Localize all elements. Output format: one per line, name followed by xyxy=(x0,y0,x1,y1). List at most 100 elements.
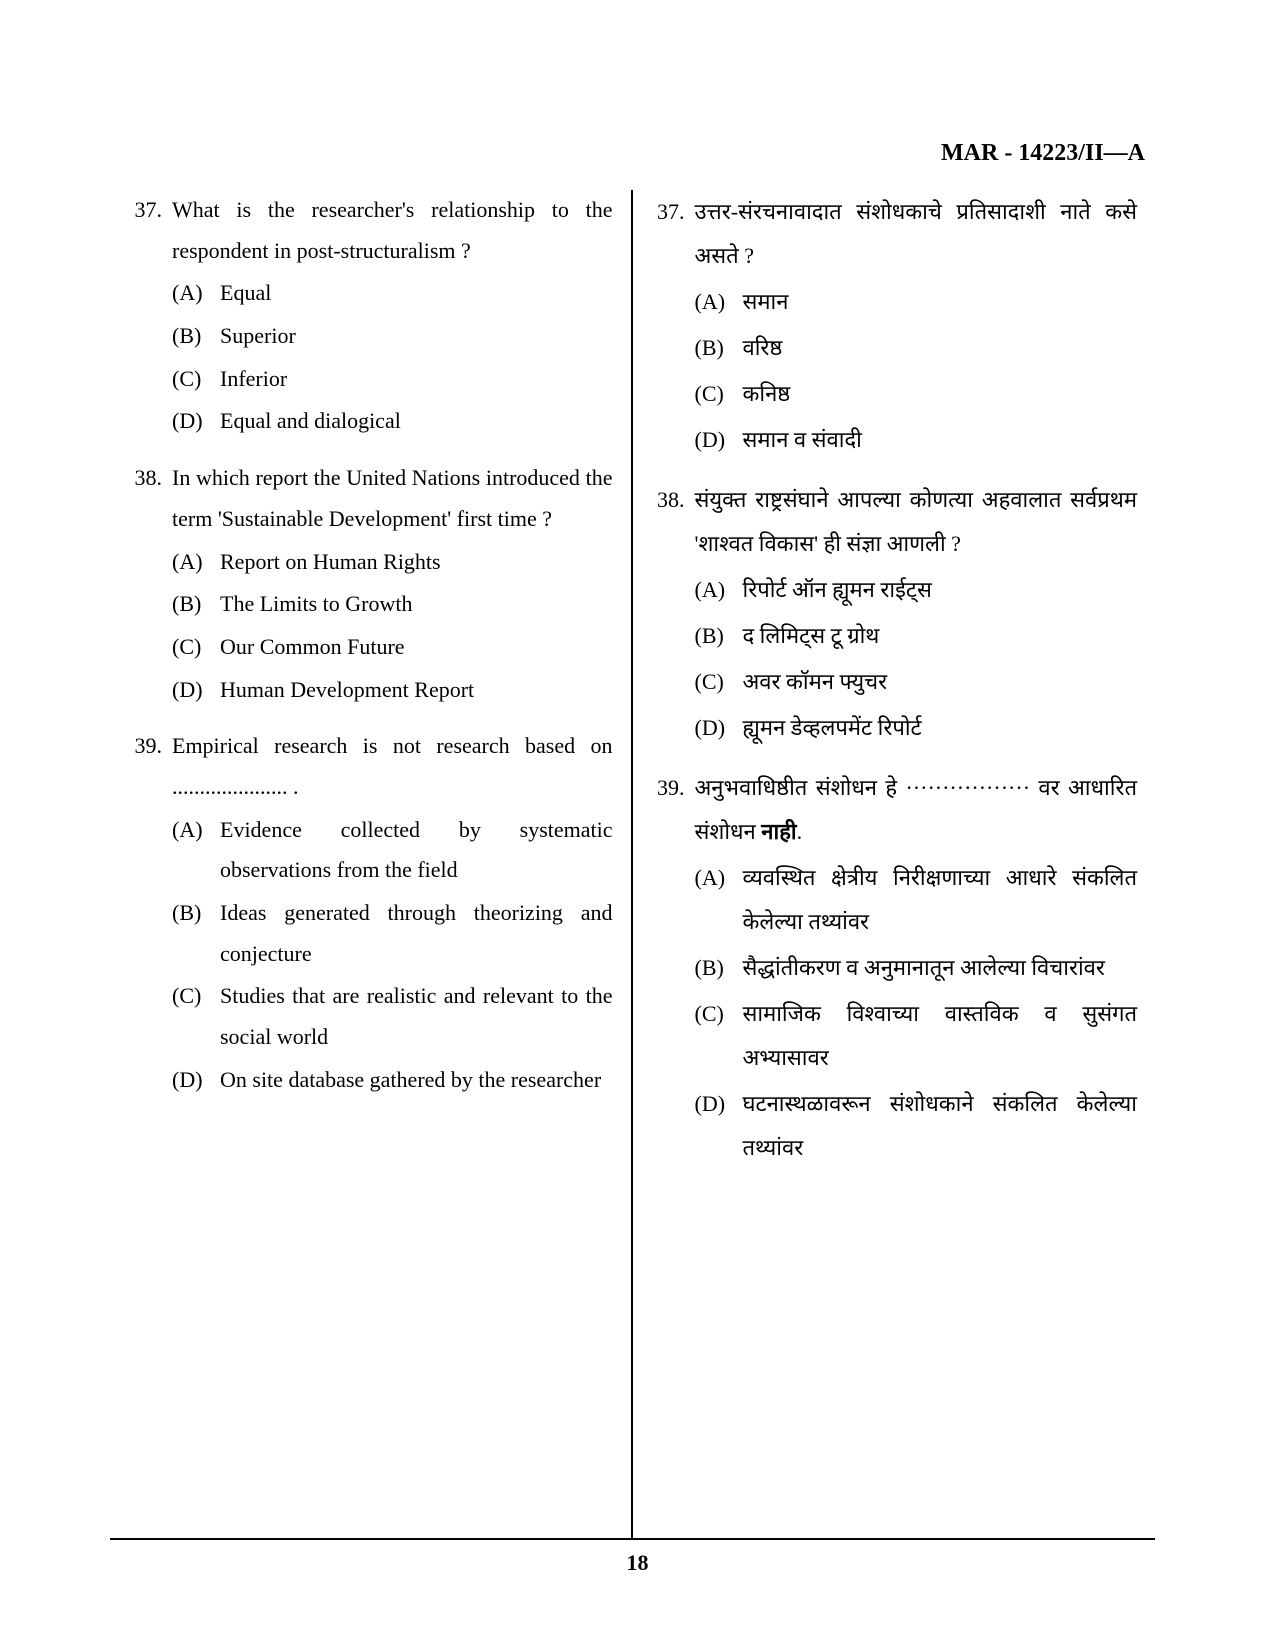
option-d: (D)Human Development Report xyxy=(172,670,613,711)
question-37-en: 37. What is the researcher's relationshi… xyxy=(128,190,613,444)
option-label: (D) xyxy=(695,418,743,462)
option-c: (C)Our Common Future xyxy=(172,627,613,668)
option-label: (D) xyxy=(695,706,743,750)
option-label: (C) xyxy=(695,992,743,1080)
option-c: (C)Studies that are realistic and releva… xyxy=(172,976,613,1057)
option-text: Our Common Future xyxy=(220,627,613,668)
two-column-layout: 37. What is the researcher's relationshi… xyxy=(110,190,1155,1538)
option-c: (C)कनिष्ठ xyxy=(695,372,1138,416)
question-37-mr: 37. उत्तर-संरचनावादात संशोधकाचे प्रतिसाद… xyxy=(651,190,1138,464)
bold-word: नाही xyxy=(761,819,796,844)
option-c: (C)सामाजिक विश्वाच्या वास्तविक व सुसंगत … xyxy=(695,992,1138,1080)
option-label: (C) xyxy=(172,359,220,400)
right-column-marathi: 37. उत्तर-संरचनावादात संशोधकाचे प्रतिसाद… xyxy=(633,190,1156,1538)
option-text: व्यवस्थित क्षेत्रीय निरीक्षणाच्या आधारे … xyxy=(743,856,1138,944)
option-d: (D)Equal and dialogical xyxy=(172,401,613,442)
question-body: Empirical research is not research based… xyxy=(172,726,613,1102)
option-a: (A)व्यवस्थित क्षेत्रीय निरीक्षणाच्या आधा… xyxy=(695,856,1138,944)
option-text: समान xyxy=(743,280,1138,324)
option-text: सैद्धांतीकरण व अनुमानातून आलेल्या विचारा… xyxy=(743,946,1138,990)
option-text: Superior xyxy=(220,316,613,357)
options-list: (A)व्यवस्थित क्षेत्रीय निरीक्षणाच्या आधा… xyxy=(695,856,1138,1170)
question-text-pre: Empirical research is not research based… xyxy=(172,733,613,758)
option-a: (A)समान xyxy=(695,280,1138,324)
question-38-en: 38. In which report the United Nations i… xyxy=(128,458,613,712)
question-number: 39. xyxy=(651,766,695,1172)
option-a: (A)Evidence collected by systematic obse… xyxy=(172,810,613,891)
option-text: घटनास्थळावरून संशोधकाने संकलित केलेल्या … xyxy=(743,1082,1138,1170)
option-a: (A)Report on Human Rights xyxy=(172,542,613,583)
question-text: उत्तर-संरचनावादात संशोधकाचे प्रतिसादाशी … xyxy=(695,199,1138,268)
option-b: (B)सैद्धांतीकरण व अनुमानातून आलेल्या विच… xyxy=(695,946,1138,990)
option-text: The Limits to Growth xyxy=(220,584,613,625)
question-body: What is the researcher's relationship to… xyxy=(172,190,613,444)
option-a: (A)Equal xyxy=(172,273,613,314)
option-label: (D) xyxy=(172,401,220,442)
option-label: (A) xyxy=(172,542,220,583)
question-38-mr: 38. संयुक्त राष्ट्रसंघाने आपल्या कोणत्या… xyxy=(651,478,1138,752)
question-body: In which report the United Nations intro… xyxy=(172,458,613,712)
option-label: (A) xyxy=(695,856,743,944)
option-text: द लिमिट्स टू ग्रोथ xyxy=(743,614,1138,658)
option-label: (A) xyxy=(695,568,743,612)
question-number: 39. xyxy=(128,726,172,1102)
content-area: 37. What is the researcher's relationshi… xyxy=(110,190,1155,1540)
option-text: अवर कॉमन फ्युचर xyxy=(743,660,1138,704)
option-c: (C)Inferior xyxy=(172,359,613,400)
option-text: Ideas generated through theorizing and c… xyxy=(220,893,613,974)
option-text: Equal xyxy=(220,273,613,314)
option-d: (D)On site database gathered by the rese… xyxy=(172,1060,613,1101)
options-list: (A)Report on Human Rights (B)The Limits … xyxy=(172,542,613,711)
option-label: (B) xyxy=(695,326,743,370)
option-text: Evidence collected by systematic observa… xyxy=(220,810,613,891)
option-text: On site database gathered by the researc… xyxy=(220,1060,613,1101)
option-b: (B)द लिमिट्स टू ग्रोथ xyxy=(695,614,1138,658)
option-label: (D) xyxy=(172,670,220,711)
option-label: (A) xyxy=(172,273,220,314)
option-text: कनिष्ठ xyxy=(743,372,1138,416)
question-39-mr: 39. अनुभवाधिष्ठीत संशोधन हे ············… xyxy=(651,766,1138,1172)
option-text: समान व संवादी xyxy=(743,418,1138,462)
option-d: (D)ह्यूमन डेव्हलपमेंट रिपोर्ट xyxy=(695,706,1138,750)
option-label: (C) xyxy=(172,976,220,1057)
option-label: (C) xyxy=(695,372,743,416)
page-number: 18 xyxy=(0,1550,1275,1576)
option-label: (B) xyxy=(695,614,743,658)
option-text: सामाजिक विश्वाच्या वास्तविक व सुसंगत अभ्… xyxy=(743,992,1138,1080)
option-text: वरिष्ठ xyxy=(743,326,1138,370)
question-text-post2: . xyxy=(797,819,803,844)
question-body: अनुभवाधिष्ठीत संशोधन हे ················… xyxy=(695,766,1138,1172)
blank-mid: ················· xyxy=(897,775,1038,800)
option-b: (B)The Limits to Growth xyxy=(172,584,613,625)
option-text: ह्यूमन डेव्हलपमेंट रिपोर्ट xyxy=(743,706,1138,750)
option-d: (D)घटनास्थळावरून संशोधकाने संकलित केलेल्… xyxy=(695,1082,1138,1170)
option-label: (D) xyxy=(172,1060,220,1101)
option-label: (B) xyxy=(172,893,220,974)
paper-code: MAR - 14223/II—A xyxy=(941,140,1145,167)
option-label: (A) xyxy=(695,280,743,324)
option-label: (C) xyxy=(172,627,220,668)
question-text-post: . xyxy=(293,774,299,799)
exam-page: MAR - 14223/II—A 37. What is the researc… xyxy=(0,0,1275,1650)
option-text: Equal and dialogical xyxy=(220,401,613,442)
question-number: 37. xyxy=(651,190,695,464)
option-label: (C) xyxy=(695,660,743,704)
option-label: (D) xyxy=(695,1082,743,1170)
question-text: What is the researcher's relationship to… xyxy=(172,197,613,263)
option-c: (C)अवर कॉमन फ्युचर xyxy=(695,660,1138,704)
option-b: (B)वरिष्ठ xyxy=(695,326,1138,370)
option-text: Inferior xyxy=(220,359,613,400)
option-label: (B) xyxy=(172,584,220,625)
option-label: (B) xyxy=(172,316,220,357)
question-body: संयुक्त राष्ट्रसंघाने आपल्या कोणत्या अहव… xyxy=(695,478,1138,752)
question-number: 37. xyxy=(128,190,172,444)
option-text: रिपोर्ट ऑन ह्यूमन राईट्स xyxy=(743,568,1138,612)
question-text-pre: अनुभवाधिष्ठीत संशोधन हे xyxy=(695,775,898,800)
option-b: (B)Superior xyxy=(172,316,613,357)
left-column-english: 37. What is the researcher's relationshi… xyxy=(110,190,633,1538)
option-label: (B) xyxy=(695,946,743,990)
options-list: (A)समान (B)वरिष्ठ (C)कनिष्ठ (D)समान व सं… xyxy=(695,280,1138,462)
question-text: संयुक्त राष्ट्रसंघाने आपल्या कोणत्या अहव… xyxy=(695,487,1138,556)
options-list: (A)रिपोर्ट ऑन ह्यूमन राईट्स (B)द लिमिट्स… xyxy=(695,568,1138,750)
question-number: 38. xyxy=(651,478,695,752)
